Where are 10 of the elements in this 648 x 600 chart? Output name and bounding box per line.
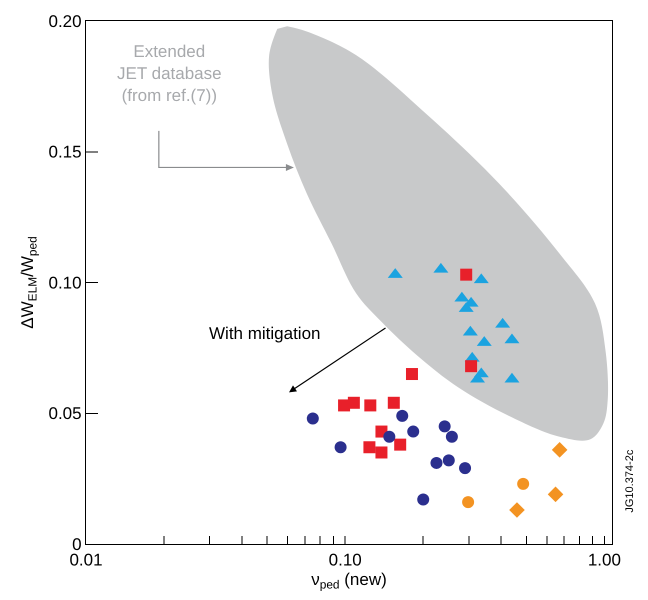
annotation: With mitigation [209,324,320,343]
annotation: Extended JET database (from ref.(7)) [117,42,222,106]
y-tick-label: 0.15 [48,142,82,162]
x-tick-label: 0.10 [328,550,362,570]
y-tick-label: 0.20 [48,12,82,31]
text: JG10.374-2c [624,449,636,513]
y-tick-label: 0.05 [48,404,82,424]
y-tick-label: 0.10 [48,273,82,292]
x-axis-title: ν$_{ped}$ (new) [311,570,387,592]
x-tick-label: 1.00 [588,550,621,570]
